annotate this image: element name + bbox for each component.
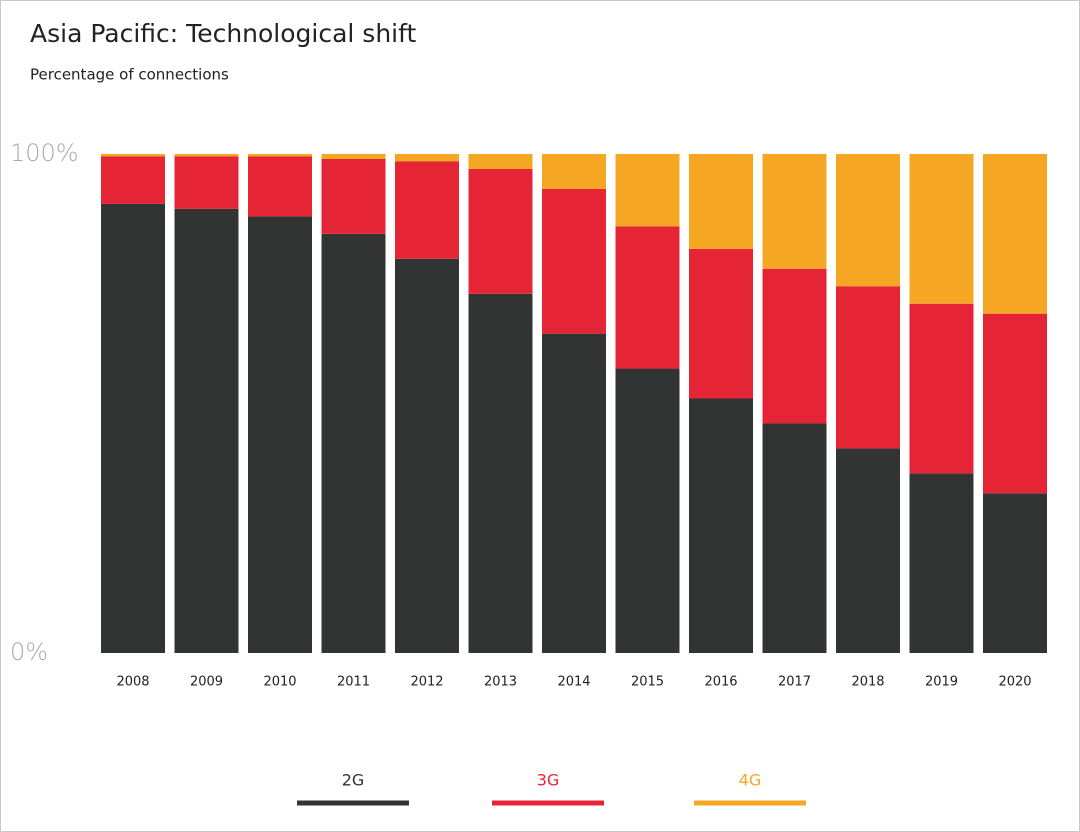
- bar-segment: [542, 188, 606, 334]
- x-tick-label: 2018: [851, 675, 884, 690]
- y-tick-label: 0%: [10, 638, 48, 666]
- x-tick-label: 2015: [631, 675, 664, 690]
- bar-segment: [321, 154, 386, 159]
- bar-segment: [248, 216, 312, 653]
- bar-segment: [983, 313, 1047, 494]
- bar-segment: [321, 233, 386, 653]
- bar-segment: [983, 493, 1047, 653]
- bar-segment: [762, 154, 827, 269]
- bar-segment: [395, 161, 459, 259]
- x-tick-label: 2019: [925, 675, 958, 690]
- x-tick-label: 2012: [410, 675, 443, 690]
- x-tick-label: 2008: [116, 675, 149, 690]
- chart-title: Asia Pacific: Technological shift: [30, 19, 416, 48]
- bar-segment: [174, 156, 239, 209]
- x-tick-label: 2009: [190, 675, 223, 690]
- bar-segment: [762, 423, 827, 653]
- bar-segment: [836, 286, 900, 449]
- bar-segment: [836, 154, 900, 287]
- bar-segment: [689, 398, 753, 653]
- bar-segment: [542, 333, 606, 653]
- bar-segment: [101, 203, 165, 653]
- bar-segment: [615, 226, 680, 369]
- bar-segment: [468, 293, 533, 653]
- bar-segment: [248, 154, 312, 157]
- bar-segment: [689, 248, 753, 399]
- x-tick-label: 2011: [337, 675, 370, 690]
- x-tick-label: 2016: [704, 675, 737, 690]
- bar-segment: [174, 208, 239, 653]
- bar-segment: [395, 258, 459, 653]
- bar-segment: [762, 268, 827, 424]
- bar-segment: [909, 154, 974, 304]
- x-tick-label: 2013: [484, 675, 517, 690]
- bar-segment: [468, 154, 533, 169]
- bar-segment: [101, 156, 165, 204]
- x-tick-label: 2017: [778, 675, 811, 690]
- bar-segment: [468, 168, 533, 294]
- bar-segment: [615, 154, 680, 227]
- x-tick-label: 2014: [557, 675, 590, 690]
- bar-segment: [321, 158, 386, 234]
- legend-label: 4G: [739, 771, 762, 790]
- bar-segment: [101, 154, 165, 157]
- legend-label: 2G: [342, 771, 365, 790]
- bar-segment: [909, 303, 974, 474]
- bar-segment: [689, 154, 753, 249]
- bar-segment: [248, 156, 312, 217]
- bar-segment: [395, 154, 459, 162]
- bar-segment: [836, 448, 900, 653]
- legend-label: 3G: [537, 771, 560, 790]
- x-tick-label: 2010: [263, 675, 296, 690]
- bar-segment: [542, 154, 606, 189]
- bar-segment: [983, 154, 1047, 314]
- bar-segment: [909, 473, 974, 653]
- y-tick-label: 100%: [10, 139, 79, 167]
- bar-segment: [174, 154, 239, 157]
- bar-segment: [615, 368, 680, 653]
- x-tick-label: 2020: [998, 675, 1031, 690]
- chart-subtitle: Percentage of connections: [30, 66, 229, 84]
